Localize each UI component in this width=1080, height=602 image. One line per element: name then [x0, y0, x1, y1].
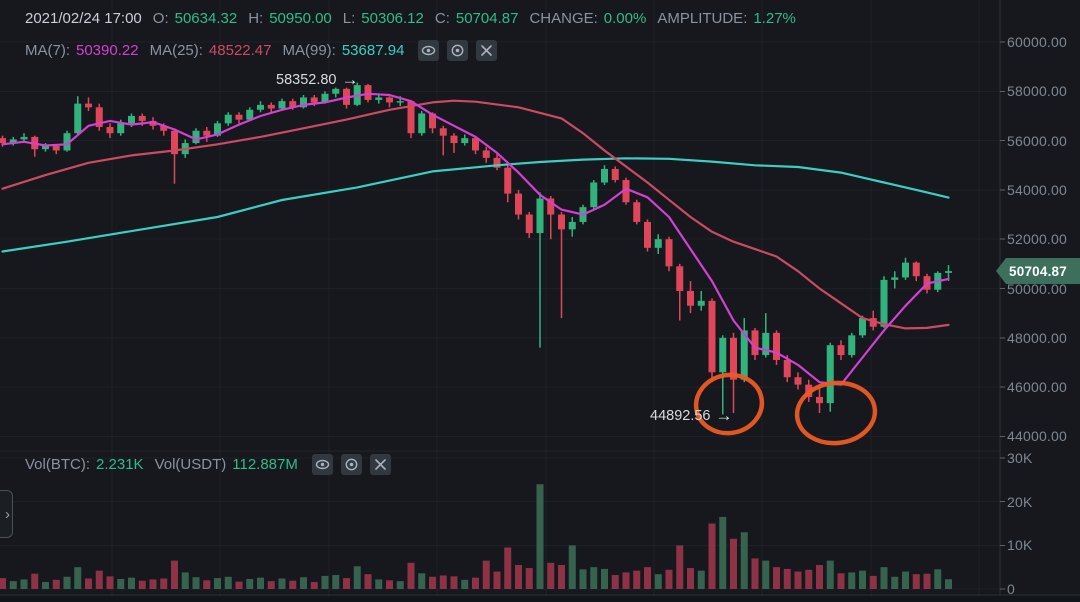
volume-axis-label: 20K — [1007, 493, 1033, 510]
eye-icon — [315, 459, 330, 470]
volume-axis-label: 0 — [1007, 581, 1015, 597]
ma-indicator-controls — [410, 40, 498, 61]
sidebar-expand-toggle[interactable]: › — [0, 490, 13, 538]
amplitude-label: AMPLITUDE: — [657, 10, 748, 27]
arrow-right-icon: → — [341, 70, 359, 89]
price-axis-label: 48000.00 — [1007, 329, 1067, 346]
volume-visibility-button[interactable] — [311, 454, 333, 475]
chevron-right-icon: › — [5, 505, 10, 523]
close-value: 50704.87 — [455, 10, 519, 27]
eye-icon — [422, 45, 436, 56]
open-label: O: — [152, 10, 169, 27]
ma-close-button[interactable] — [476, 40, 498, 61]
volume-legend: Vol(BTC): 2.231K Vol(USDT) 112.887M — [25, 454, 391, 475]
last-price-badge: 50704.87 — [996, 258, 1080, 284]
ma25-label: MA(25): — [149, 42, 203, 59]
gear-icon — [452, 44, 464, 57]
vol-btc-label: Vol(BTC): — [25, 456, 91, 473]
arrow-right-icon: → — [715, 406, 733, 425]
price-axis-label: 52000.00 — [1007, 231, 1067, 248]
low-price-annotation: 44892.56 → — [650, 406, 732, 426]
volume-axis-label: 10K — [1007, 537, 1033, 554]
close-icon — [481, 45, 493, 56]
candle-datetime: 2021/02/24 17:00 — [25, 10, 142, 27]
ma7-value: 50390.22 — [76, 42, 139, 59]
time-axis-strip[interactable] — [0, 596, 1080, 602]
amplitude-value: 1.27% — [753, 10, 796, 27]
change-label: CHANGE: — [529, 10, 598, 27]
close-label: C: — [434, 10, 450, 27]
close-icon — [375, 459, 386, 470]
volume-indicator-controls — [304, 454, 391, 475]
vol-btc-value: 2.231K — [96, 456, 144, 473]
low-price-value: 44892.56 — [650, 408, 711, 424]
high-label: H: — [248, 10, 264, 27]
vol-usdt-value: 112.887M — [232, 456, 298, 473]
gear-icon — [345, 458, 358, 471]
high-value: 50950.00 — [269, 10, 332, 27]
open-value: 50634.32 — [174, 10, 238, 27]
ma99-value: 53687.94 — [341, 42, 405, 59]
price-axis-label: 54000.00 — [1007, 181, 1067, 198]
volume-close-button[interactable] — [369, 454, 391, 475]
ma-settings-button[interactable] — [447, 40, 469, 61]
ma99-label: MA(99): — [282, 42, 336, 59]
peak-price-annotation: 58352.80 → — [276, 70, 358, 90]
price-axis-label: 58000.00 — [1007, 83, 1067, 100]
ma-legend: MA(7): 50390.22 MA(25): 48522.47 MA(99):… — [25, 40, 498, 61]
ohlc-legend: 2021/02/24 17:00 O: 50634.32 H: 50950.00… — [25, 10, 796, 27]
price-axis-label: 56000.00 — [1007, 132, 1067, 149]
peak-price-value: 58352.80 — [276, 72, 337, 88]
change-value: 0.00% — [603, 10, 647, 27]
vol-usdt-label: Vol(USDT) — [154, 456, 227, 473]
price-axis-label: 46000.00 — [1007, 379, 1067, 396]
volume-axis-label: 30K — [1007, 450, 1033, 466]
low-label: L: — [342, 10, 356, 27]
ma25-value: 48522.47 — [208, 42, 272, 59]
price-axis-label: 50000.00 — [1007, 280, 1067, 297]
volume-settings-button[interactable] — [340, 454, 362, 475]
ma7-label: MA(7): — [25, 42, 70, 59]
ma-visibility-button[interactable] — [418, 40, 440, 61]
price-axis-label: 60000.00 — [1007, 34, 1067, 50]
low-value: 50306.12 — [361, 10, 424, 27]
price-axis-label: 44000.00 — [1007, 428, 1067, 445]
